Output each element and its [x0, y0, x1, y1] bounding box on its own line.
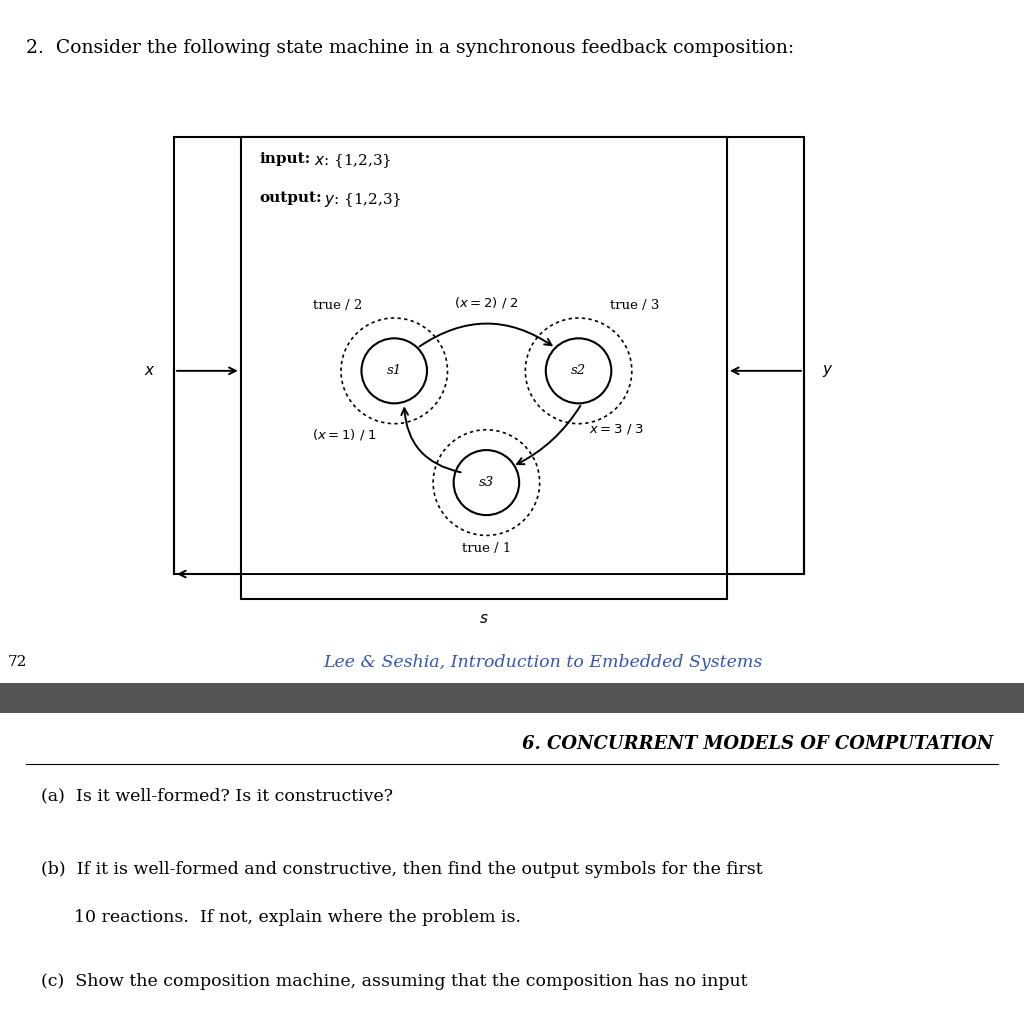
Text: 72: 72 [8, 655, 28, 670]
Text: $x=3\ /\ 3$: $x=3\ /\ 3$ [589, 422, 644, 436]
Text: output:: output: [259, 191, 322, 205]
Text: (b)  If it is well-formed and constructive, then find the output symbols for the: (b) If it is well-formed and constructiv… [41, 861, 763, 878]
Bar [241, 137, 727, 599]
Text: s2: s2 [571, 365, 586, 377]
Text: s1: s1 [387, 365, 401, 377]
Text: true / 2: true / 2 [313, 299, 362, 312]
Text: (a)  Is it well-formed? Is it constructive?: (a) Is it well-formed? Is it constructiv… [41, 787, 393, 805]
Text: input:: input: [259, 152, 310, 167]
Circle shape [361, 338, 427, 403]
Text: $x$: $x$ [144, 364, 156, 378]
Text: $y$: $y$ [822, 363, 834, 379]
Text: $(x=1)\ /\ 1$: $(x=1)\ /\ 1$ [311, 428, 377, 442]
Text: 6. CONCURRENT MODELS OF COMPUTATION: 6. CONCURRENT MODELS OF COMPUTATION [522, 735, 993, 753]
Text: true / 1: true / 1 [462, 542, 511, 555]
Text: (c)  Show the composition machine, assuming that the composition has no input: (c) Show the composition machine, assumi… [41, 972, 748, 990]
Bar [0, 683, 1024, 713]
Text: $x$: {1,2,3}: $x$: {1,2,3} [314, 152, 392, 170]
Text: 2.  Consider the following state machine in a synchronous feedback composition:: 2. Consider the following state machine … [26, 39, 794, 57]
Text: $s$: $s$ [479, 612, 488, 626]
Text: $y$: {1,2,3}: $y$: {1,2,3} [324, 191, 401, 209]
Circle shape [546, 338, 611, 403]
Text: Lee & Seshia, Introduction to Embedded Systems: Lee & Seshia, Introduction to Embedded S… [324, 654, 762, 671]
Text: s3: s3 [479, 477, 494, 489]
Text: true / 3: true / 3 [610, 299, 659, 312]
Text: $(x=2)\ /\ 2$: $(x=2)\ /\ 2$ [454, 295, 519, 310]
Text: 10 reactions.  If not, explain where the problem is.: 10 reactions. If not, explain where the … [41, 909, 521, 927]
Bar [174, 137, 804, 574]
Circle shape [454, 450, 519, 515]
